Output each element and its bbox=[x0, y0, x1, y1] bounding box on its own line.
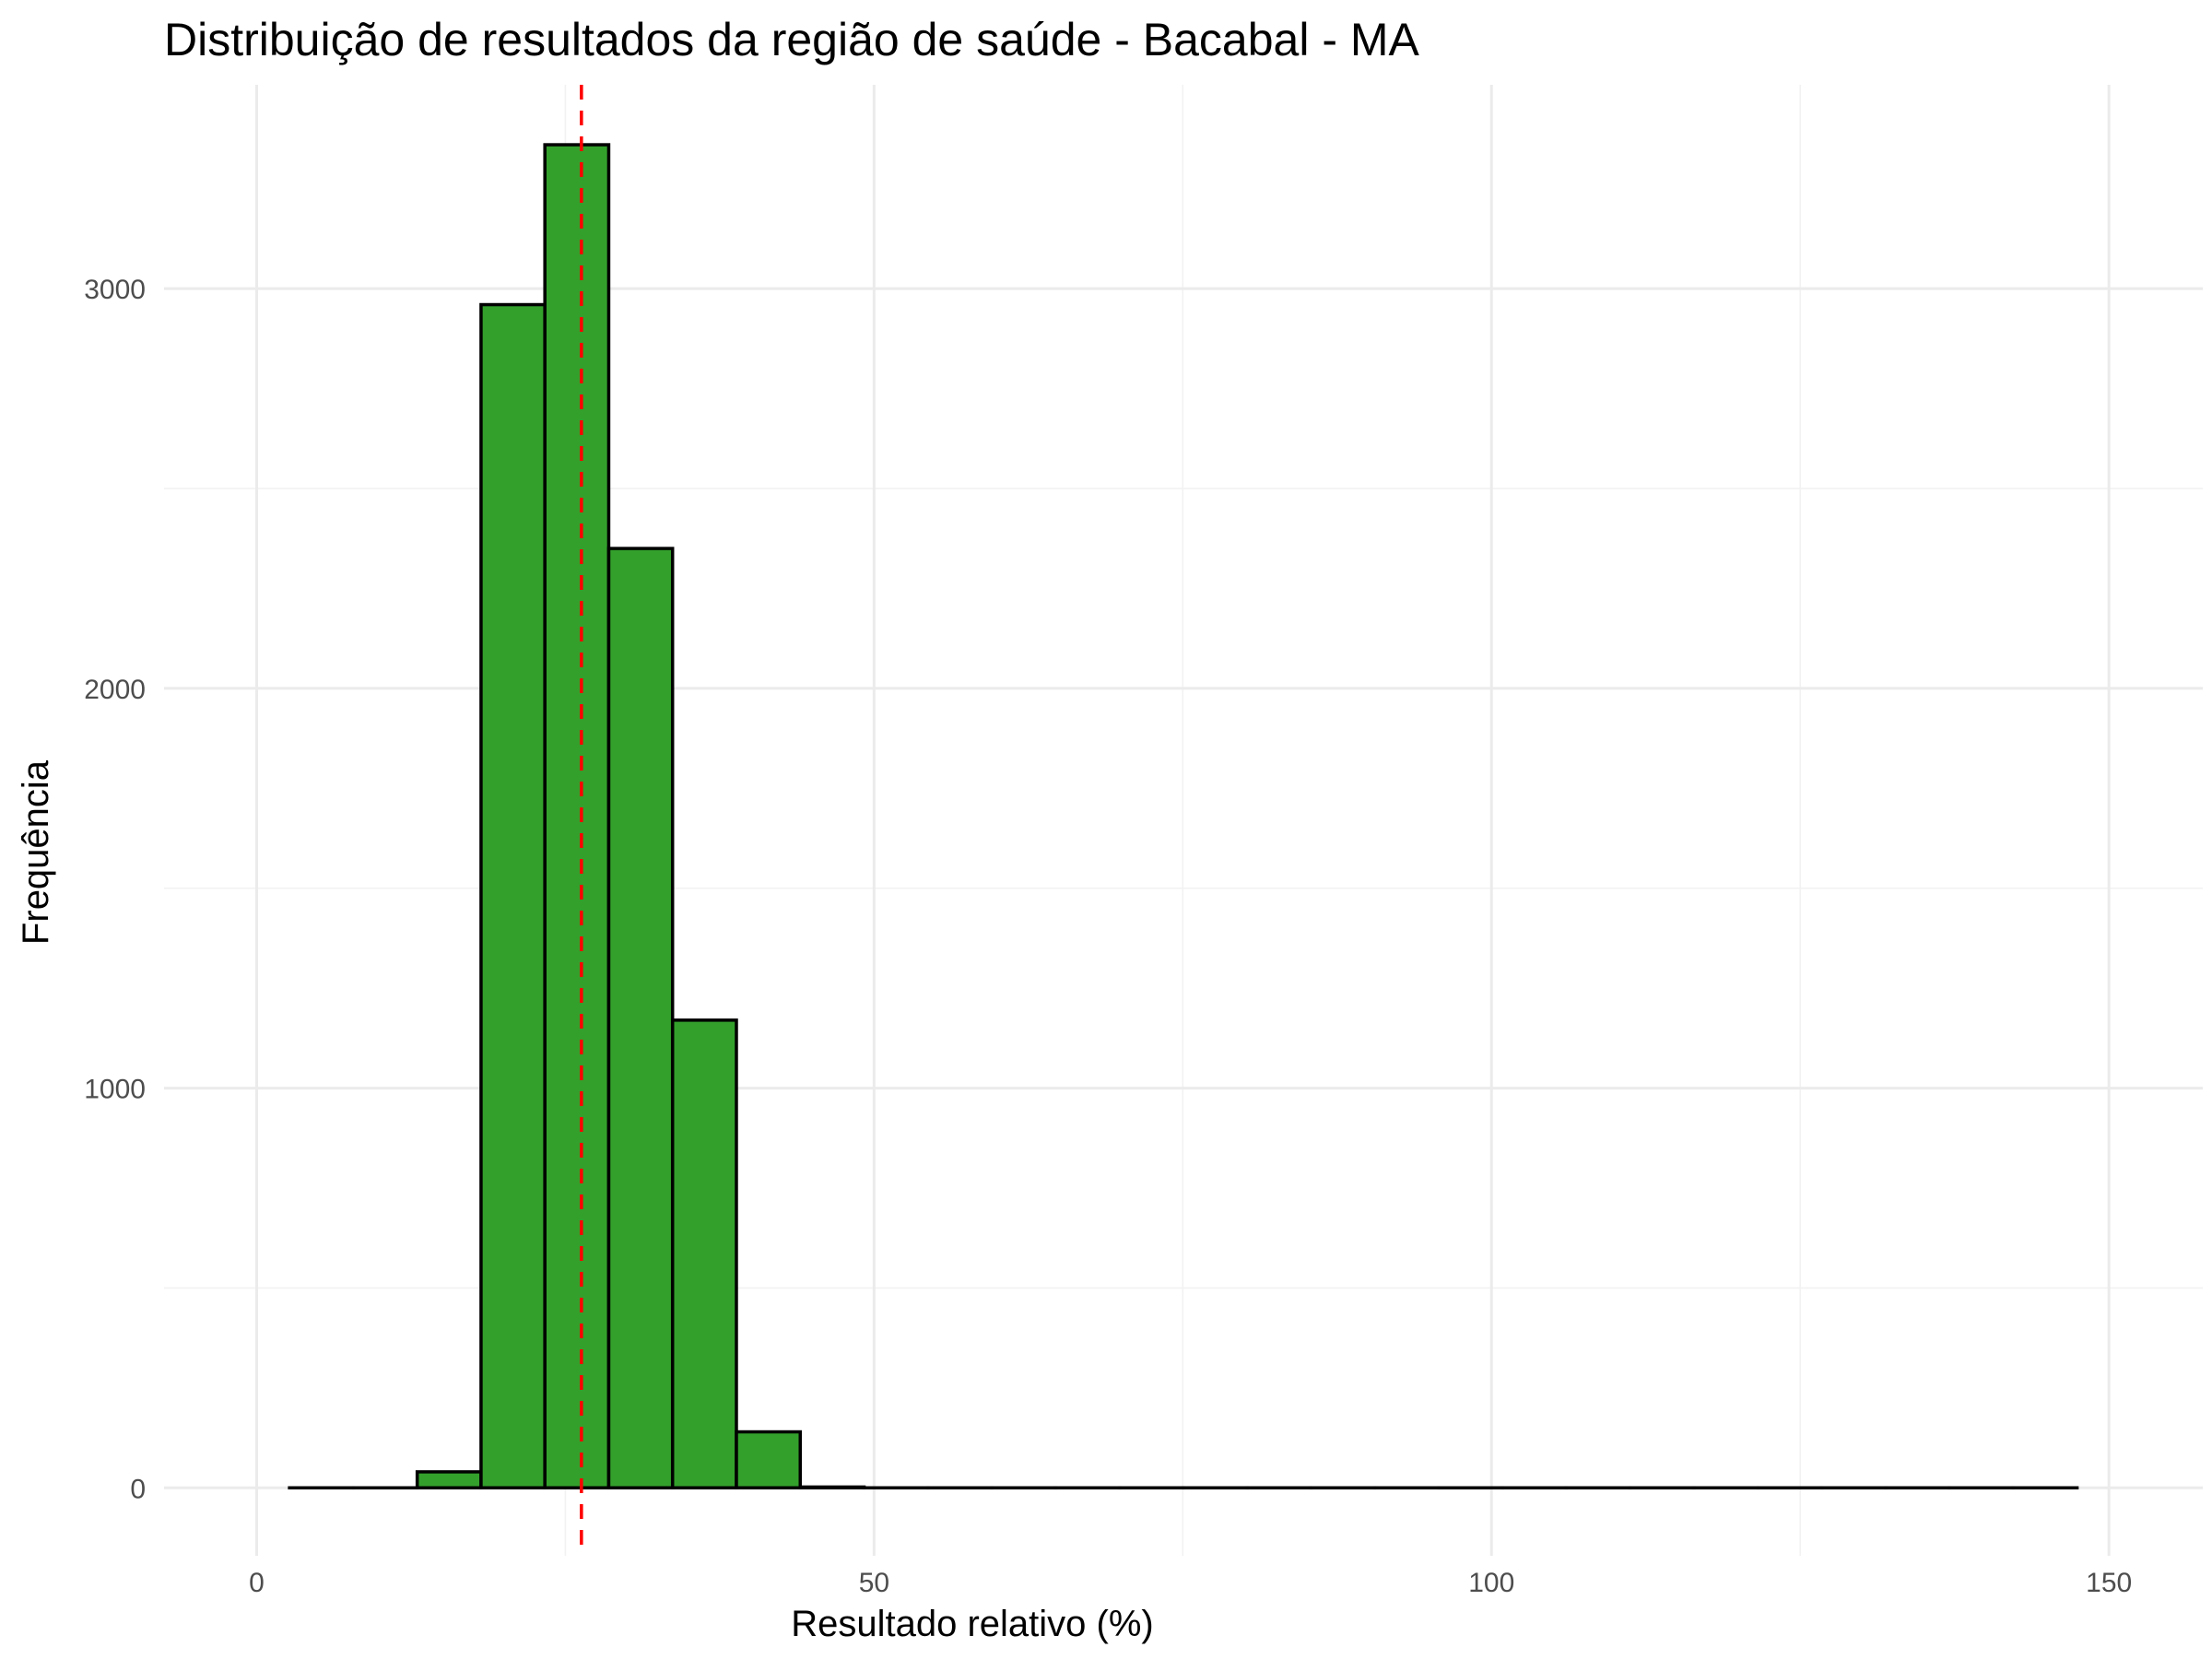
chart-title: Distribuição de resultados da região de … bbox=[164, 14, 1420, 65]
histogram-bar bbox=[670, 1018, 738, 1490]
histogram-bar bbox=[415, 1470, 483, 1490]
y-tick-label: 0 bbox=[130, 1474, 146, 1504]
histogram-bars bbox=[288, 143, 2079, 1490]
x-axis-title: Resultado relativo (%) bbox=[791, 1604, 1154, 1644]
histogram-bar bbox=[479, 302, 547, 1490]
x-axis-tick-labels: 0 50 100 150 bbox=[249, 1568, 2132, 1598]
x-tick-label: 50 bbox=[859, 1568, 889, 1598]
grid-lines bbox=[164, 85, 2203, 1556]
histogram-bar bbox=[606, 547, 675, 1490]
histogram-bar bbox=[798, 1485, 866, 1490]
x-tick-label: 150 bbox=[2086, 1568, 2132, 1598]
histogram-bar bbox=[543, 143, 611, 1490]
histogram-bar bbox=[735, 1430, 803, 1490]
x-tick-label: 0 bbox=[249, 1568, 265, 1598]
y-axis-title: Frequência bbox=[16, 759, 56, 945]
y-axis-tick-labels: 0 1000 2000 3000 bbox=[84, 275, 146, 1504]
y-tick-label: 3000 bbox=[84, 275, 146, 305]
y-tick-label: 1000 bbox=[84, 1075, 146, 1105]
y-tick-label: 2000 bbox=[84, 675, 146, 705]
x-tick-label: 100 bbox=[1468, 1568, 1514, 1598]
